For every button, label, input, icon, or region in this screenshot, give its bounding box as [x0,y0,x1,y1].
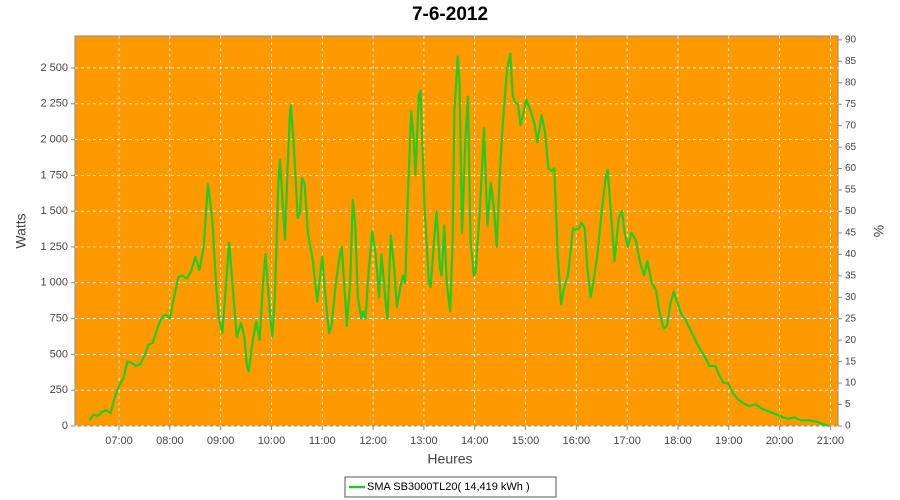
x-tick-label: 19:00 [715,435,743,447]
y2-tick-label: 15 [845,356,857,367]
y-tick-label: 1 750 [40,169,68,181]
x-tick-label: 21:00 [817,435,845,447]
y-tick-label: 1 000 [40,277,68,289]
y2-tick-label: 0 [845,421,851,432]
x-tick-label: 14:00 [461,435,489,447]
y-tick-label: 2 250 [40,98,68,110]
y-tick-label: 2 500 [40,62,68,74]
x-tick-label: 13:00 [410,435,438,447]
y-tick-label: 1 500 [40,205,68,217]
y2-tick-label: 10 [845,378,857,389]
plot-area [74,35,839,427]
x-tick-label: 10:00 [258,435,286,447]
x-axis-label: Heures [427,451,472,467]
y-axis-label: Watts [13,213,29,248]
x-tick-label: 17:00 [613,435,641,447]
x-tick-label: 07:00 [105,435,133,447]
x-tick-label: 12:00 [359,435,387,447]
y-tick-label: 2 000 [40,133,68,145]
y2-tick-label: 85 [845,56,857,67]
y2-tick-label: 90 [845,35,857,46]
x-tick-label: 18:00 [664,435,692,447]
x-tick-label: 20:00 [766,435,794,447]
y2-tick-label: 50 [845,206,857,217]
y2-tick-label: 45 [845,228,857,239]
y2-tick-label: 25 [845,313,857,324]
legend-box [344,476,557,498]
y2-tick-label: 5 [845,399,851,410]
x-tick-label: 11:00 [309,435,336,447]
y-tick-label: 500 [50,348,68,360]
y2-tick-label: 40 [845,249,857,260]
y2-tick-label: 65 [845,142,857,153]
y2-axis-label: % [871,225,887,237]
y2-tick-label: 80 [845,77,857,88]
y-tick-label: 750 [50,312,68,324]
x-tick-label: 09:00 [207,435,235,447]
y-tick-label: 250 [50,384,68,396]
y2-tick-label: 30 [845,292,857,303]
y2-tick-label: 55 [845,185,857,196]
y2-tick-label: 70 [845,120,857,131]
y2-tick-label: 20 [845,335,857,346]
y-tick-label: 1 250 [40,241,68,253]
x-tick-label: 16:00 [563,435,591,447]
series-line [88,52,830,428]
x-tick-label: 15:00 [512,435,540,447]
chart-title: 7-6-2012 [412,4,488,25]
y2-tick-label: 60 [845,163,857,174]
y-tick-label: 0 [62,420,68,432]
x-tick-label: 08:00 [156,435,184,447]
y2-tick-label: 75 [845,99,857,110]
legend-label: SMA SB3000TL20( 14,419 kWh ) [367,481,530,493]
y2-tick-label: 35 [845,270,857,281]
